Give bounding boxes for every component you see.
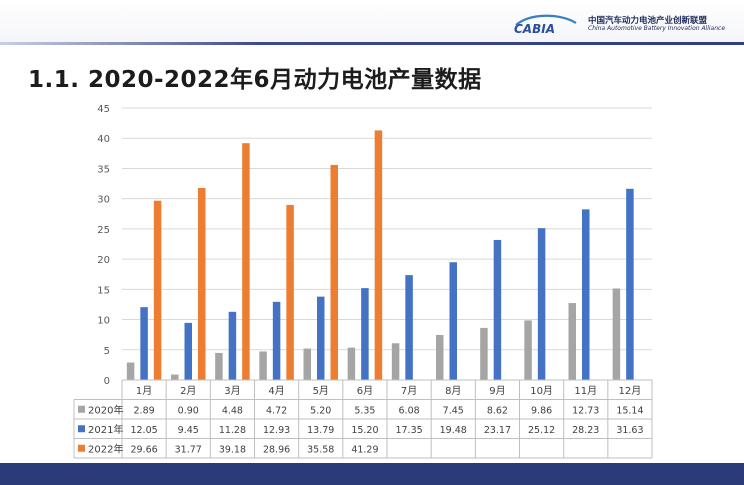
y-tick-label: 5: [104, 346, 110, 357]
x-tick-label: 12月: [619, 385, 642, 397]
bar-2021年-7月: [405, 275, 413, 380]
bar-2021年-6月: [361, 288, 369, 380]
bar-2020年-6月: [347, 347, 356, 380]
bar-2022年-1月: [153, 200, 162, 380]
bar-2020年-1月: [126, 362, 135, 380]
bar-2022年-6月: [374, 130, 383, 380]
data-label: 28.23: [572, 425, 599, 436]
x-tick-label: 10月: [530, 385, 553, 397]
slide-header: [0, 0, 744, 44]
data-label: 9.86: [531, 405, 552, 416]
bar-2020年-5月: [303, 348, 311, 380]
y-tick-label: 0: [104, 376, 110, 387]
data-label: 4.48: [222, 405, 243, 416]
legend-label: 2022年: [88, 442, 123, 455]
x-tick-label: 1月: [136, 385, 152, 397]
bar-2020年-8月: [436, 334, 444, 380]
data-label: 23.17: [484, 425, 511, 436]
x-tick-label: 8月: [445, 385, 461, 397]
y-tick-label: 30: [97, 195, 110, 206]
legend-swatch-2020年: [78, 405, 85, 413]
data-label: 5.35: [354, 405, 375, 416]
data-label: 29.66: [130, 444, 157, 455]
cabia-logo-icon: CABIA: [514, 14, 577, 35]
org-name-cn: 中国汽车动力电池产业创新联盟: [588, 16, 708, 26]
x-tick-label: 3月: [224, 385, 240, 397]
x-tick-label: 2月: [180, 385, 196, 397]
data-label: 12.93: [263, 425, 290, 436]
data-label: 31.77: [175, 444, 202, 455]
data-label: 13.79: [307, 425, 334, 436]
legend-label: 2020年: [88, 403, 123, 416]
data-label: 7.45: [443, 405, 464, 416]
bar-2021年-1月: [140, 307, 148, 380]
bar-2021年-9月: [493, 239, 502, 380]
data-label: 19.48: [440, 425, 467, 436]
data-label: 17.35: [395, 425, 422, 436]
bar-2020年-10月: [524, 320, 532, 380]
legend-label: 2021年: [88, 423, 123, 436]
data-label: 41.29: [351, 444, 378, 455]
bar-2020年-3月: [215, 352, 223, 380]
bar-2022年-2月: [198, 187, 206, 380]
data-label: 8.62: [487, 405, 508, 416]
bar-2020年-7月: [391, 343, 400, 380]
data-label: 15.14: [616, 405, 643, 416]
data-label: 6.08: [399, 405, 420, 416]
page-title: 1.1. 2020-2022年6月动力电池产量数据: [28, 67, 482, 93]
y-tick-label: 10: [97, 316, 110, 327]
y-tick-label: 45: [97, 104, 110, 115]
bar-2020年-2月: [171, 374, 179, 380]
data-label: 4.72: [266, 405, 287, 416]
x-tick-label: 5月: [313, 385, 329, 397]
logo-text: CABIA: [514, 22, 555, 35]
data-label: 11.28: [219, 425, 246, 436]
bar-2021年-11月: [582, 209, 590, 380]
bar-2022年-3月: [242, 143, 250, 380]
bar-2022年-5月: [330, 164, 338, 380]
data-label: 15.20: [351, 425, 378, 436]
footer-bar: [0, 463, 744, 485]
data-label: 25.12: [528, 425, 555, 436]
data-label: 31.63: [616, 425, 643, 436]
data-label: 28.96: [263, 444, 290, 455]
bar-2020年-11月: [568, 303, 576, 380]
data-label: 12.73: [572, 405, 599, 416]
y-tick-label: 15: [97, 285, 110, 296]
x-tick-label: 6月: [357, 385, 373, 397]
x-tick-label: 4月: [268, 385, 284, 397]
data-label: 9.45: [178, 425, 199, 436]
bar-2021年-12月: [626, 188, 634, 380]
data-label: 39.18: [219, 444, 246, 455]
bar-2021年-4月: [272, 301, 281, 380]
data-label: 0.90: [178, 405, 199, 416]
data-label: 2.89: [134, 405, 155, 416]
y-tick-label: 40: [97, 134, 110, 145]
x-tick-label: 11月: [574, 385, 597, 397]
legend-swatch-2022年: [78, 444, 85, 452]
org-name-en: China Automotive Battery Innovation Alli…: [588, 25, 726, 32]
bar-2021年-10月: [537, 228, 546, 380]
bar-2021年-3月: [228, 311, 237, 380]
bar-2020年-4月: [259, 351, 267, 380]
bar-2022年-4月: [286, 204, 294, 380]
bar-2021年-5月: [317, 296, 325, 380]
data-label: 35.58: [307, 444, 334, 455]
x-tick-label: 9月: [489, 385, 505, 397]
bar-2020年-12月: [612, 288, 621, 380]
y-tick-label: 20: [97, 255, 110, 266]
y-tick-label: 35: [97, 164, 110, 175]
bar-2020年-9月: [480, 327, 488, 380]
bar-2021年-8月: [449, 262, 457, 380]
data-label: 5.20: [310, 405, 331, 416]
x-tick-label: 7月: [401, 385, 417, 397]
y-tick-label: 25: [97, 225, 110, 236]
header-divider: [0, 42, 744, 45]
bar-2021年-2月: [184, 322, 192, 380]
data-label: 12.05: [130, 425, 157, 436]
legend-swatch-2021年: [78, 425, 85, 433]
